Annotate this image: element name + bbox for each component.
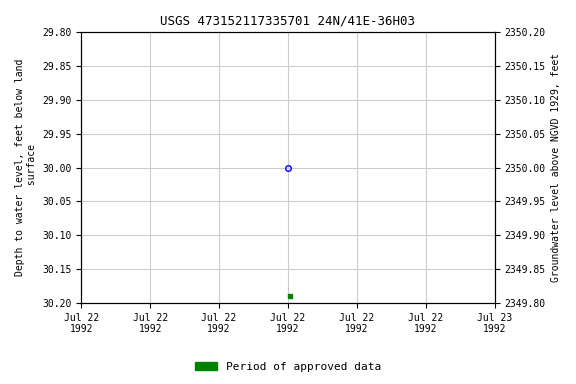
Y-axis label: Depth to water level, feet below land
 surface: Depth to water level, feet below land su… — [15, 59, 37, 276]
Title: USGS 473152117335701 24N/41E-36H03: USGS 473152117335701 24N/41E-36H03 — [161, 15, 415, 28]
Legend: Period of approved data: Period of approved data — [191, 358, 385, 377]
Y-axis label: Groundwater level above NGVD 1929, feet: Groundwater level above NGVD 1929, feet — [551, 53, 561, 282]
